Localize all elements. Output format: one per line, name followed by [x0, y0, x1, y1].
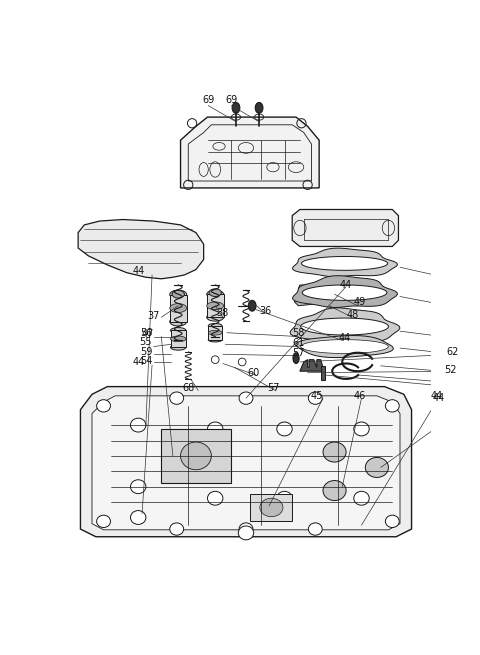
Ellipse shape: [260, 498, 283, 517]
Text: 38: 38: [217, 309, 229, 318]
Ellipse shape: [207, 314, 224, 321]
Ellipse shape: [170, 290, 187, 299]
Ellipse shape: [170, 392, 184, 404]
Ellipse shape: [209, 289, 221, 297]
Ellipse shape: [170, 303, 187, 312]
Ellipse shape: [170, 336, 186, 342]
Ellipse shape: [238, 526, 254, 540]
Text: 62: 62: [446, 347, 458, 357]
Ellipse shape: [239, 523, 253, 535]
Polygon shape: [295, 297, 323, 306]
Ellipse shape: [277, 422, 292, 436]
Ellipse shape: [208, 330, 222, 335]
Ellipse shape: [323, 481, 346, 500]
Polygon shape: [299, 285, 327, 293]
Ellipse shape: [208, 324, 222, 328]
Polygon shape: [180, 117, 319, 188]
Ellipse shape: [308, 392, 322, 404]
Ellipse shape: [96, 400, 110, 412]
Ellipse shape: [248, 301, 256, 311]
Polygon shape: [292, 276, 397, 307]
Bar: [321, 365, 325, 380]
Text: 52: 52: [444, 365, 456, 375]
Polygon shape: [292, 248, 397, 277]
Text: 55: 55: [140, 337, 152, 347]
Polygon shape: [92, 396, 400, 530]
Ellipse shape: [131, 510, 146, 525]
Bar: [170, 330, 186, 347]
Text: 54: 54: [140, 356, 152, 366]
Ellipse shape: [385, 515, 399, 527]
Ellipse shape: [170, 317, 187, 326]
Polygon shape: [292, 210, 398, 246]
Text: 69: 69: [225, 95, 238, 105]
Ellipse shape: [354, 491, 369, 505]
Polygon shape: [300, 340, 388, 354]
Text: 48: 48: [346, 310, 359, 320]
Text: 44: 44: [340, 280, 352, 290]
Text: 44: 44: [132, 266, 144, 276]
Text: 44: 44: [432, 393, 444, 403]
Bar: [250, 495, 292, 521]
Text: 46: 46: [354, 391, 366, 401]
Ellipse shape: [232, 102, 240, 113]
Bar: [207, 294, 224, 317]
Bar: [161, 429, 230, 483]
Text: 56: 56: [140, 328, 152, 338]
Ellipse shape: [293, 353, 299, 364]
Text: 59: 59: [140, 347, 152, 357]
Ellipse shape: [308, 523, 322, 535]
Text: 44: 44: [132, 357, 144, 367]
Text: 47: 47: [141, 329, 154, 339]
Ellipse shape: [131, 479, 146, 494]
Polygon shape: [78, 219, 204, 279]
Polygon shape: [302, 285, 387, 301]
Text: 44: 44: [431, 391, 443, 401]
Ellipse shape: [207, 491, 223, 505]
Ellipse shape: [207, 290, 224, 298]
Ellipse shape: [170, 328, 186, 333]
Ellipse shape: [277, 491, 292, 505]
Ellipse shape: [385, 400, 399, 412]
Polygon shape: [290, 308, 400, 343]
Ellipse shape: [170, 523, 184, 535]
Text: 57: 57: [267, 383, 279, 393]
Polygon shape: [81, 386, 411, 536]
Ellipse shape: [255, 102, 263, 113]
Text: 57: 57: [292, 348, 305, 358]
Ellipse shape: [208, 337, 222, 342]
Bar: [170, 295, 187, 322]
Text: 60: 60: [248, 367, 260, 378]
Ellipse shape: [172, 290, 184, 298]
Text: 37: 37: [147, 310, 160, 321]
Text: 61: 61: [292, 338, 304, 348]
Text: 36: 36: [259, 306, 271, 316]
Ellipse shape: [207, 302, 224, 310]
Ellipse shape: [354, 422, 369, 436]
Polygon shape: [300, 360, 323, 371]
Bar: [208, 326, 222, 340]
Text: 69: 69: [202, 95, 215, 105]
Text: 44: 44: [338, 333, 351, 343]
Text: 58: 58: [292, 328, 304, 338]
Ellipse shape: [170, 345, 186, 350]
Text: 45: 45: [311, 391, 323, 401]
Ellipse shape: [323, 442, 346, 462]
Polygon shape: [301, 257, 388, 271]
Ellipse shape: [207, 422, 223, 436]
Text: 49: 49: [354, 297, 366, 307]
Polygon shape: [300, 318, 388, 335]
Ellipse shape: [131, 418, 146, 432]
Polygon shape: [296, 335, 393, 358]
Ellipse shape: [365, 457, 388, 477]
Ellipse shape: [239, 392, 253, 404]
Ellipse shape: [96, 515, 110, 527]
Ellipse shape: [180, 442, 211, 470]
Text: 68: 68: [182, 383, 194, 393]
